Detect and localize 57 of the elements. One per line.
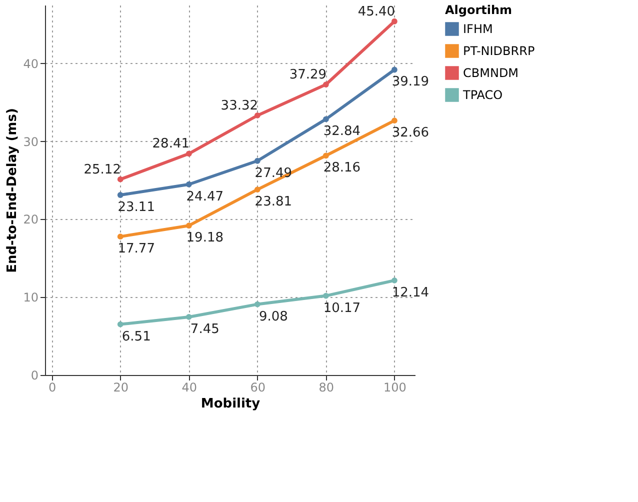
point xyxy=(322,82,329,88)
x-tick-label: 100 xyxy=(383,380,406,394)
point xyxy=(117,234,124,240)
x-tick-label: 0 xyxy=(48,380,56,394)
y-tick-label: 40 xyxy=(23,56,38,71)
data-label: 33.32 xyxy=(220,98,258,114)
legend-label: CBMNDM xyxy=(463,66,519,80)
data-label: 39.19 xyxy=(392,74,430,90)
y-axis-title: End-to-End-Delay (ms) xyxy=(5,108,20,273)
data-label: 23.81 xyxy=(254,194,292,210)
data-label: 12.14 xyxy=(392,285,430,300)
data-label: 25.12 xyxy=(84,162,121,178)
point xyxy=(117,192,124,198)
point xyxy=(254,158,260,164)
point xyxy=(117,176,124,182)
point xyxy=(322,116,329,122)
legend-title: Algortihm xyxy=(445,3,512,17)
y-tick-label: 30 xyxy=(23,134,38,149)
data-label: 32.84 xyxy=(323,124,361,140)
data-label: 37.29 xyxy=(289,68,327,83)
point xyxy=(391,118,398,124)
data-label: 10.17 xyxy=(323,300,361,316)
x-tick-label: 80 xyxy=(318,380,334,394)
data-label: 17.77 xyxy=(118,242,155,257)
x-tick-label: 60 xyxy=(250,380,266,394)
point xyxy=(186,222,192,229)
data-label: 6.51 xyxy=(122,329,151,344)
point xyxy=(391,277,398,284)
point xyxy=(186,181,192,188)
point xyxy=(254,186,260,192)
point xyxy=(391,18,398,24)
data-label: 7.45 xyxy=(190,322,220,337)
point xyxy=(391,66,398,73)
x-tick-label: 40 xyxy=(182,380,198,394)
y-tick-label: 0 xyxy=(30,368,38,382)
y-tick-label: 10 xyxy=(23,290,38,305)
data-label: 24.47 xyxy=(186,189,224,204)
legend-label: TPACO xyxy=(462,88,503,102)
data-label: 32.66 xyxy=(392,126,430,141)
point xyxy=(322,292,329,299)
point xyxy=(254,301,260,308)
data-label: 23.11 xyxy=(118,200,155,215)
point xyxy=(117,321,124,328)
data-label: 9.08 xyxy=(258,309,288,324)
point xyxy=(254,112,260,118)
x-axis-title: Mobility xyxy=(200,396,261,412)
point xyxy=(186,314,192,320)
data-label: 28.41 xyxy=(152,136,190,152)
legend-label: PT-NIDBRRP xyxy=(463,44,535,58)
y-tick-label: 20 xyxy=(23,212,38,227)
x-tick-label: 20 xyxy=(113,380,129,394)
data-label: 19.18 xyxy=(186,230,224,246)
data-label: 28.16 xyxy=(323,160,361,176)
point xyxy=(322,152,329,159)
data-label: 45.40 xyxy=(358,4,396,20)
legend-label: IFHM xyxy=(463,22,493,36)
point xyxy=(186,150,192,157)
